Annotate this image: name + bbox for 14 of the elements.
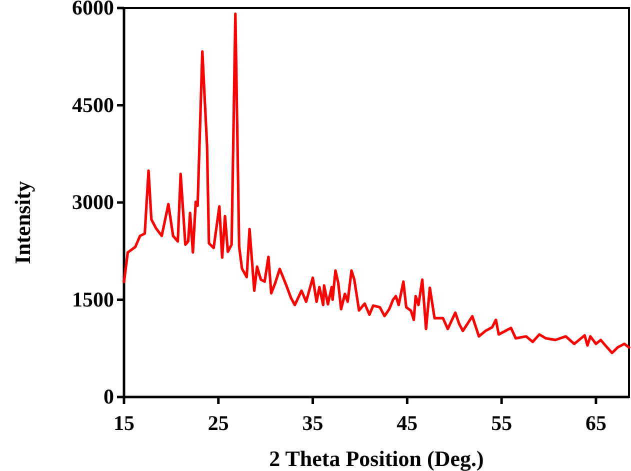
- x-axis-title: 2 Theta Position (Deg.): [269, 446, 484, 471]
- x-tick-label: 35: [302, 411, 324, 436]
- y-tick-label: 0: [104, 384, 114, 409]
- x-tick-label: 45: [396, 411, 418, 436]
- line-series: [122, 12, 630, 354]
- y-axis-title: Intensity: [10, 180, 35, 264]
- y-tick-label: 1500: [72, 287, 114, 312]
- y-tick-label: 3000: [72, 190, 114, 214]
- x-tick-label: 55: [491, 411, 512, 436]
- x-tick-label: 25: [208, 411, 229, 436]
- x-tick-label: 15: [114, 411, 134, 436]
- y-tick-label: 6000: [72, 0, 114, 20]
- y-tick-label: 4500: [72, 92, 114, 117]
- x-tick-label: 65: [585, 411, 606, 436]
